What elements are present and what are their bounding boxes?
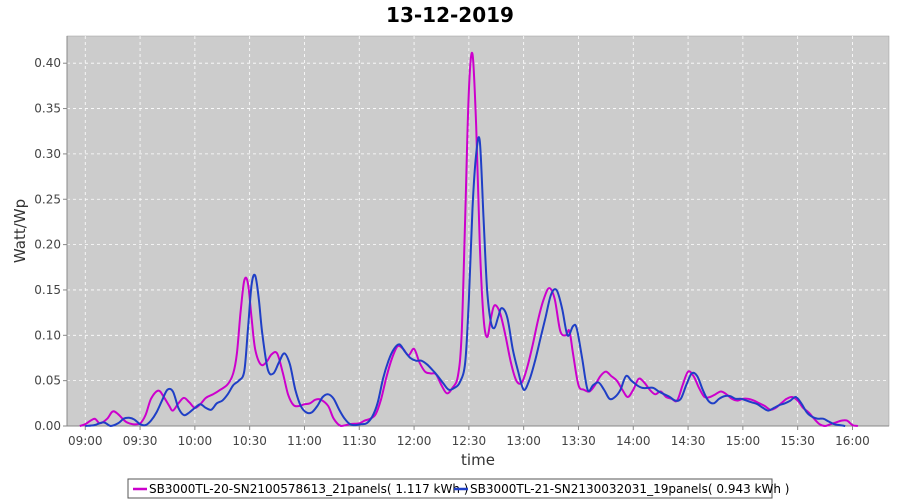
x-tick-label: 09:30 — [123, 434, 158, 448]
legend-box — [127, 478, 773, 499]
legend-label-2: SB3000TL-21-SN2130032031_19panels( 0.943… — [470, 482, 789, 496]
x-tick-label: 13:00 — [506, 434, 541, 448]
x-tick-label: 12:30 — [452, 434, 487, 448]
x-tick-label: 11:30 — [342, 434, 377, 448]
y-tick-label: 0.40 — [34, 56, 61, 70]
y-tick-label: 0.30 — [34, 147, 61, 161]
plot-area — [66, 35, 890, 427]
series-group — [79, 51, 859, 427]
x-tick-label: 10:00 — [178, 434, 213, 448]
y-axis-label: Watt/Wp — [11, 199, 29, 263]
legend-label-1: SB3000TL-20-SN2100578613_21panels( 1.117… — [149, 482, 468, 496]
x-axis-label: time — [461, 451, 495, 469]
x-tick-label: 14:00 — [616, 434, 651, 448]
x-tick-label: 15:00 — [726, 434, 761, 448]
y-tick-label: 0.05 — [34, 374, 61, 388]
x-tick-label: 12:00 — [397, 434, 432, 448]
y-tick-label: 0.35 — [34, 102, 61, 116]
x-tick-label: 16:00 — [835, 434, 870, 448]
series-line-2 — [85, 136, 846, 427]
chart-title: 13-12-2019 — [386, 3, 514, 27]
x-tick-label: 10:30 — [232, 434, 267, 448]
x-axis-ticks: 09:00 09:30 10:00 10:30 11:00 11:30 12:00 12:30… — [68, 426, 870, 448]
y-axis-ticks: 0.00 0.05 0.10 0.15 0.20 0.25 0.30 0.35 0.40 — [34, 56, 67, 433]
x-tick-label: 11:00 — [287, 434, 322, 448]
y-tick-label: 0.25 — [34, 192, 61, 206]
y-tick-label: 0.10 — [34, 328, 61, 342]
x-tick-label: 13:30 — [561, 434, 596, 448]
x-tick-label: 15:30 — [780, 434, 815, 448]
legend: SB3000TL-20-SN2100578613_21panels( 1.117… — [133, 482, 789, 496]
grid-lines — [67, 36, 889, 427]
y-tick-label: 0.20 — [34, 238, 61, 252]
x-tick-label: 09:00 — [68, 434, 103, 448]
x-tick-label: 14:30 — [671, 434, 706, 448]
y-tick-label: 0.15 — [34, 283, 61, 297]
y-tick-label: 0.00 — [34, 419, 61, 433]
